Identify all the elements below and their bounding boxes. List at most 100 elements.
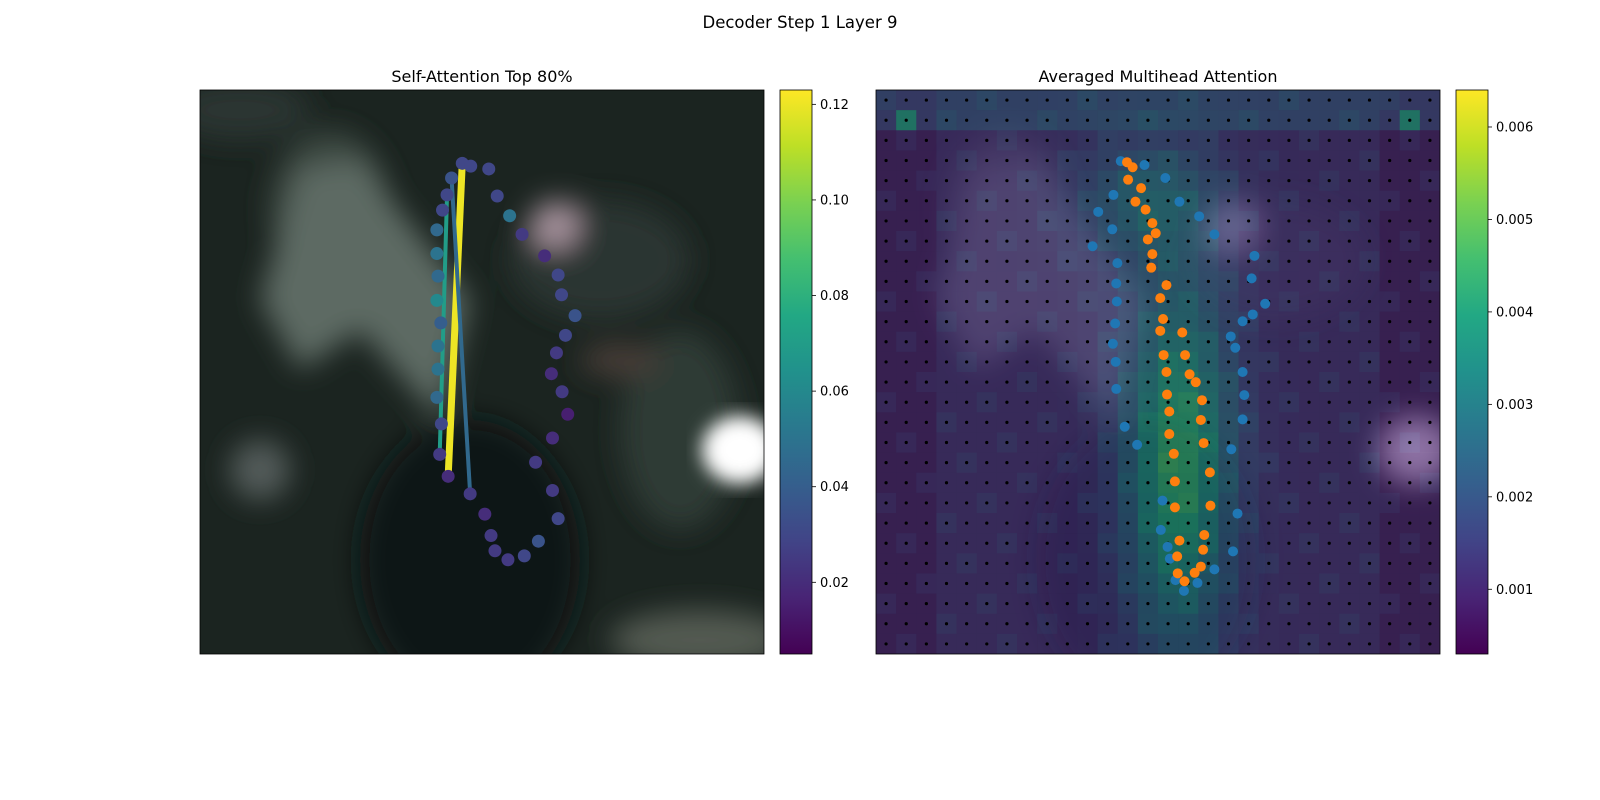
series-1-point-8 bbox=[1142, 234, 1153, 245]
left-colorbar-tick-5: 0.12 bbox=[820, 98, 849, 113]
series-1-point-11 bbox=[1161, 280, 1172, 291]
left-panel-frame bbox=[199, 89, 765, 655]
series-1-point-23 bbox=[1205, 500, 1216, 511]
series-0-point-1 bbox=[1139, 160, 1150, 171]
attention-point-38 bbox=[482, 162, 496, 176]
series-0-point-18 bbox=[1162, 541, 1173, 552]
series-1-point-24 bbox=[1199, 529, 1210, 540]
attention-point-16 bbox=[478, 507, 492, 521]
series-0-point-32 bbox=[1237, 316, 1248, 327]
series-1-point-32 bbox=[1169, 502, 1180, 513]
left-colorbar-tick-1: 0.04 bbox=[820, 480, 849, 495]
series-0-point-7 bbox=[1112, 258, 1123, 269]
right-colorbar bbox=[1455, 89, 1489, 655]
attention-point-20 bbox=[517, 549, 531, 563]
attention-point-6 bbox=[431, 269, 445, 283]
series-0-point-16 bbox=[1157, 495, 1168, 506]
attention-point-10 bbox=[431, 362, 445, 376]
series-0-point-11 bbox=[1107, 338, 1118, 349]
attention-point-21 bbox=[531, 534, 545, 548]
attention-point-13 bbox=[433, 447, 447, 461]
series-0-point-15 bbox=[1132, 439, 1143, 450]
series-1-point-36 bbox=[1164, 406, 1175, 417]
series-1-point-19 bbox=[1196, 395, 1207, 406]
series-1-point-38 bbox=[1161, 367, 1172, 377]
attention-point-11 bbox=[430, 390, 444, 404]
attention-point-36 bbox=[503, 209, 517, 223]
right-panel-background-image bbox=[876, 90, 1440, 654]
series-0-point-31 bbox=[1225, 331, 1236, 342]
attention-point-7 bbox=[430, 293, 444, 307]
right-colorbar-tick-1: 0.002 bbox=[1496, 490, 1533, 505]
series-1-point-1 bbox=[1127, 162, 1138, 173]
series-0-point-26 bbox=[1226, 444, 1237, 455]
series-1-point-7 bbox=[1150, 228, 1161, 239]
right-colorbar-tick-5: 0.006 bbox=[1496, 120, 1533, 135]
series-1-point-10 bbox=[1146, 262, 1157, 273]
series-0-point-28 bbox=[1239, 390, 1250, 401]
series-1-point-25 bbox=[1198, 544, 1209, 555]
attention-point-22 bbox=[551, 512, 565, 526]
series-1-point-27 bbox=[1189, 567, 1200, 578]
series-1-point-21 bbox=[1198, 438, 1209, 449]
right-panel-frame bbox=[875, 89, 1441, 655]
attention-point-33 bbox=[551, 268, 565, 282]
series-0-point-33 bbox=[1247, 309, 1258, 320]
series-1-point-6 bbox=[1147, 218, 1158, 229]
series-1-point-29 bbox=[1172, 568, 1183, 579]
series-1-point-33 bbox=[1169, 476, 1180, 487]
attention-point-32 bbox=[555, 288, 569, 302]
series-1-point-12 bbox=[1155, 293, 1166, 304]
series-1-point-34 bbox=[1168, 448, 1179, 459]
attention-point-14 bbox=[441, 469, 455, 483]
series-1-point-39 bbox=[1158, 350, 1169, 361]
series-1-point-3 bbox=[1130, 196, 1141, 207]
series-0-point-9 bbox=[1111, 296, 1122, 307]
series-1-point-22 bbox=[1204, 467, 1215, 478]
left-panel-title: Self-Attention Top 80% bbox=[391, 67, 572, 86]
series-0-point-12 bbox=[1110, 356, 1121, 367]
series-0-point-34 bbox=[1260, 298, 1271, 309]
series-1-point-13 bbox=[1158, 313, 1169, 324]
series-1-point-15 bbox=[1177, 327, 1188, 338]
series-0-point-35 bbox=[1246, 273, 1257, 284]
series-0-point-21 bbox=[1178, 585, 1189, 596]
series-0-point-8 bbox=[1111, 278, 1122, 289]
attention-point-26 bbox=[561, 407, 575, 421]
series-0-point-24 bbox=[1228, 546, 1239, 557]
series-0-point-5 bbox=[1107, 224, 1118, 235]
attention-point-37 bbox=[490, 189, 504, 203]
series-0-point-2 bbox=[1160, 172, 1171, 183]
series-0-point-36 bbox=[1249, 250, 1260, 261]
attention-point-5 bbox=[430, 247, 444, 261]
series-1-point-18 bbox=[1190, 377, 1201, 388]
attention-point-15 bbox=[463, 487, 477, 501]
series-1-point-31 bbox=[1174, 535, 1185, 546]
attention-line-2 bbox=[449, 177, 473, 494]
series-0-point-10 bbox=[1110, 318, 1121, 329]
right-colorbar-tick-4: 0.005 bbox=[1496, 213, 1533, 228]
series-0-point-29 bbox=[1237, 367, 1248, 377]
attention-point-24 bbox=[529, 455, 543, 469]
series-0-point-4 bbox=[1093, 206, 1104, 217]
series-0-point-13 bbox=[1111, 383, 1122, 394]
series-0-point-39 bbox=[1174, 196, 1185, 207]
series-0-point-25 bbox=[1232, 508, 1243, 519]
series-0-point-22 bbox=[1192, 577, 1203, 588]
left-colorbar-tick-0: 0.02 bbox=[820, 576, 849, 591]
attention-point-2 bbox=[440, 188, 454, 202]
attention-point-23 bbox=[546, 483, 559, 497]
attention-point-28 bbox=[544, 367, 558, 381]
series-1-point-37 bbox=[1162, 389, 1173, 400]
attention-point-4 bbox=[430, 223, 444, 237]
attention-point-12 bbox=[434, 417, 448, 431]
attention-point-35 bbox=[515, 227, 529, 241]
right-colorbar-tick-2: 0.003 bbox=[1496, 398, 1533, 413]
series-1-point-30 bbox=[1172, 551, 1183, 562]
series-0-point-3 bbox=[1108, 189, 1119, 200]
right-colorbar-tick-0: 0.001 bbox=[1496, 583, 1533, 598]
left-colorbar-tick-4: 0.10 bbox=[820, 193, 849, 208]
left-colorbar-tick-3: 0.08 bbox=[820, 289, 849, 304]
series-0-point-38 bbox=[1194, 211, 1205, 222]
